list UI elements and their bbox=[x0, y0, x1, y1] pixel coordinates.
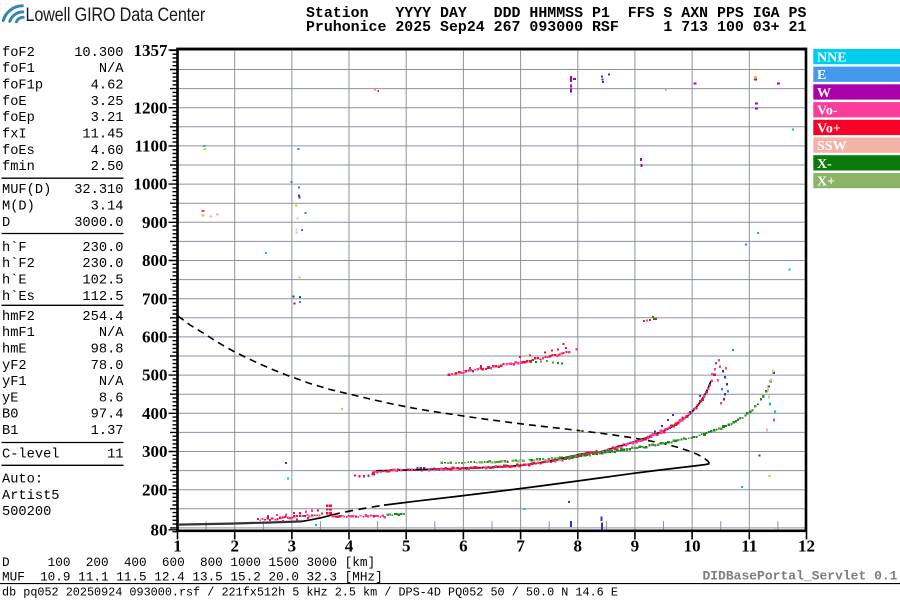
svg-text:4.60: 4.60 bbox=[91, 144, 124, 159]
svg-text:hmE: hmE bbox=[2, 343, 27, 358]
svg-text:D: D bbox=[2, 216, 10, 231]
svg-text:10.300: 10.300 bbox=[74, 46, 123, 61]
svg-text:3000.0: 3000.0 bbox=[74, 216, 123, 231]
svg-text:db pq052 20250924 093000.rsf /: db pq052 20250924 093000.rsf / 221fx512h… bbox=[2, 586, 618, 600]
svg-text:h`Es: h`Es bbox=[2, 290, 35, 305]
svg-text:yF2: yF2 bbox=[2, 359, 27, 374]
svg-text:12: 12 bbox=[798, 537, 815, 556]
svg-text:foF1p: foF1p bbox=[2, 79, 43, 94]
svg-text:11: 11 bbox=[107, 448, 123, 463]
svg-text:DIDBasePortal_Servlet 0.1: DIDBasePortal_Servlet 0.1 bbox=[702, 568, 897, 583]
svg-text:fxI: fxI bbox=[2, 128, 27, 143]
svg-text:32.310: 32.310 bbox=[74, 183, 123, 198]
svg-text:500: 500 bbox=[142, 366, 168, 385]
svg-text:700: 700 bbox=[142, 289, 168, 308]
svg-text:98.8: 98.8 bbox=[91, 343, 124, 358]
svg-text:Vo+: Vo+ bbox=[817, 121, 841, 136]
svg-text:254.4: 254.4 bbox=[82, 310, 123, 325]
svg-text:80: 80 bbox=[151, 520, 168, 539]
svg-text:Auto:: Auto: bbox=[2, 473, 43, 488]
svg-text:Artist5: Artist5 bbox=[2, 489, 60, 504]
svg-text:W: W bbox=[817, 86, 831, 101]
svg-text:Pruhonice 2025 Sep24 267 09300: Pruhonice 2025 Sep24 267 093000 RSF 1 71… bbox=[306, 20, 806, 36]
svg-text:6: 6 bbox=[459, 537, 468, 556]
svg-text:hmF1: hmF1 bbox=[2, 326, 35, 341]
svg-text:NNE: NNE bbox=[817, 51, 847, 66]
svg-text:3.14: 3.14 bbox=[91, 200, 124, 215]
svg-text:1200: 1200 bbox=[134, 98, 168, 117]
svg-text:N/A: N/A bbox=[99, 62, 124, 77]
svg-text:112.5: 112.5 bbox=[82, 290, 123, 305]
svg-text:B0: B0 bbox=[2, 408, 18, 423]
svg-text:3: 3 bbox=[288, 537, 297, 556]
svg-text:1000: 1000 bbox=[134, 175, 168, 194]
svg-text:7: 7 bbox=[516, 537, 525, 556]
svg-text:5: 5 bbox=[402, 537, 411, 556]
svg-text:230.0: 230.0 bbox=[82, 241, 123, 256]
svg-text:Lowell GIRO Data Center: Lowell GIRO Data Center bbox=[26, 3, 206, 25]
svg-text:102.5: 102.5 bbox=[82, 274, 123, 289]
svg-text:500200: 500200 bbox=[2, 505, 51, 520]
svg-text:fmin: fmin bbox=[2, 160, 35, 175]
svg-text:foEp: foEp bbox=[2, 111, 35, 126]
svg-text:1: 1 bbox=[173, 537, 182, 556]
svg-text:300: 300 bbox=[142, 442, 168, 461]
svg-text:N/A: N/A bbox=[99, 375, 124, 390]
svg-text:C-level: C-level bbox=[2, 448, 60, 463]
svg-text:3.21: 3.21 bbox=[91, 111, 124, 126]
svg-text:11: 11 bbox=[741, 537, 757, 556]
svg-text:B1: B1 bbox=[2, 424, 18, 439]
svg-text:foEs: foEs bbox=[2, 144, 35, 159]
svg-text:foE: foE bbox=[2, 95, 27, 110]
svg-text:4.62: 4.62 bbox=[91, 79, 124, 94]
svg-text:Vo-: Vo- bbox=[817, 104, 838, 119]
svg-text:8.6: 8.6 bbox=[99, 391, 124, 406]
svg-text:4: 4 bbox=[345, 537, 354, 556]
svg-text:78.0: 78.0 bbox=[91, 359, 124, 374]
svg-text:11.45: 11.45 bbox=[82, 128, 123, 143]
svg-text:MUF 10.9 11.1 11.5 12.4 13.5: MUF 10.9 11.1 11.5 12.4 13.5 15.2 20.0 3… bbox=[2, 570, 383, 585]
svg-text:h`E: h`E bbox=[2, 274, 27, 289]
svg-text:97.4: 97.4 bbox=[91, 408, 124, 423]
svg-text:900: 900 bbox=[142, 213, 168, 232]
svg-text:200: 200 bbox=[142, 480, 168, 499]
svg-text:foF1: foF1 bbox=[2, 62, 35, 77]
svg-text:800: 800 bbox=[142, 251, 168, 270]
svg-text:MUF(D): MUF(D) bbox=[2, 183, 51, 198]
svg-text:230.0: 230.0 bbox=[82, 257, 123, 272]
svg-text:foF2: foF2 bbox=[2, 46, 35, 61]
svg-text:E: E bbox=[817, 68, 826, 83]
svg-text:2.50: 2.50 bbox=[91, 160, 124, 175]
svg-text:hmF2: hmF2 bbox=[2, 310, 35, 325]
svg-text:h`F: h`F bbox=[2, 241, 27, 256]
svg-text:D 100 200 400 600 800: D 100 200 400 600 800 1000 1500 3000 [km… bbox=[2, 555, 375, 570]
svg-text:8: 8 bbox=[574, 537, 583, 556]
svg-text:400: 400 bbox=[142, 404, 168, 423]
svg-text:SSW: SSW bbox=[817, 139, 847, 154]
svg-text:9: 9 bbox=[631, 537, 640, 556]
svg-text:1100: 1100 bbox=[134, 137, 167, 156]
svg-text:Station YYYY DAY DDD HHMMS: Station YYYY DAY DDD HHMMSS P1 FFS S AXN… bbox=[306, 6, 806, 22]
svg-text:X+: X+ bbox=[817, 175, 835, 190]
svg-text:h`F2: h`F2 bbox=[2, 257, 35, 272]
svg-text:yF1: yF1 bbox=[2, 375, 27, 390]
svg-text:600: 600 bbox=[142, 328, 168, 347]
svg-text:1357: 1357 bbox=[134, 41, 169, 60]
svg-text:3.25: 3.25 bbox=[91, 95, 124, 110]
svg-text:M(D): M(D) bbox=[2, 200, 35, 215]
svg-text:X-: X- bbox=[817, 157, 832, 172]
svg-text:2: 2 bbox=[230, 537, 239, 556]
svg-text:1.37: 1.37 bbox=[91, 424, 124, 439]
svg-text:yE: yE bbox=[2, 391, 18, 406]
svg-text:N/A: N/A bbox=[99, 326, 124, 341]
svg-text:10: 10 bbox=[684, 537, 701, 556]
